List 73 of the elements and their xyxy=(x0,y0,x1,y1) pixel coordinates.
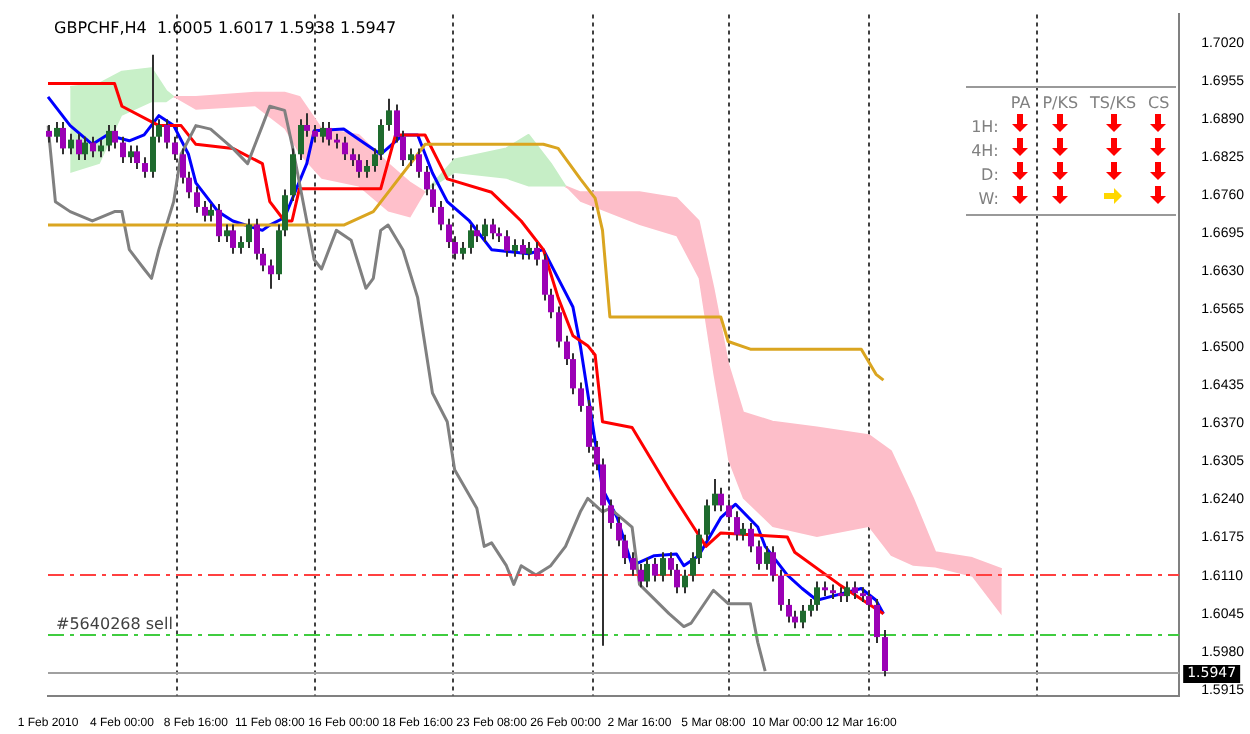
candlestick xyxy=(82,135,88,162)
annotation: TS/KS xyxy=(1088,92,1139,115)
candlestick xyxy=(644,557,650,589)
candlestick xyxy=(54,121,60,144)
candlestick xyxy=(712,478,718,513)
candlestick xyxy=(438,200,444,232)
annotation: PA xyxy=(1008,92,1033,115)
candlestick xyxy=(800,603,806,630)
candlestick xyxy=(68,132,74,156)
candlestick xyxy=(164,118,170,150)
candlestick xyxy=(202,200,208,223)
candlestick xyxy=(134,144,140,170)
annotation: W: xyxy=(976,187,1001,211)
candlestick xyxy=(764,545,770,571)
candlestick xyxy=(230,223,236,255)
candlestick xyxy=(534,241,540,267)
candlestick xyxy=(704,498,710,542)
candlestick xyxy=(778,568,784,612)
candlestick xyxy=(112,124,118,150)
candlestick xyxy=(468,223,474,255)
candlestick xyxy=(578,381,584,413)
annotation: 1H: xyxy=(969,115,1001,139)
annotation: CS xyxy=(1146,92,1172,115)
candlestick xyxy=(520,238,526,261)
candlestick xyxy=(482,217,488,244)
candlestick xyxy=(756,539,762,571)
candlestick xyxy=(76,132,82,162)
candlestick xyxy=(416,147,422,179)
candlestick xyxy=(556,305,562,349)
candlestick xyxy=(356,153,362,179)
candlestick xyxy=(786,598,792,624)
annotation: 4H: xyxy=(969,139,1001,163)
candlestick xyxy=(770,545,776,583)
candlestick xyxy=(608,498,614,530)
candlestick xyxy=(814,580,820,612)
candlestick xyxy=(638,562,644,589)
candlestick xyxy=(386,97,392,132)
candlestick xyxy=(866,589,872,612)
candlestick xyxy=(748,521,754,554)
candlestick xyxy=(342,135,348,162)
candlestick xyxy=(90,135,96,159)
candlestick xyxy=(718,486,724,513)
candlestick xyxy=(726,498,732,524)
candlestick xyxy=(882,629,888,678)
candlestick xyxy=(504,229,510,258)
candlestick xyxy=(268,258,274,290)
candlestick xyxy=(652,557,658,583)
annotation: D: xyxy=(979,163,1001,187)
chart-title: GBPCHF,H4 1.6005 1.6017 1.5938 1.5947 xyxy=(54,18,397,37)
candlestick xyxy=(120,135,126,165)
candlestick xyxy=(194,185,200,214)
candlestick xyxy=(320,121,326,144)
candlestick xyxy=(734,510,740,542)
candlestick xyxy=(630,551,636,577)
candlestick xyxy=(298,118,304,162)
candlestick xyxy=(150,53,156,179)
candlestick xyxy=(660,551,666,583)
candlestick xyxy=(60,121,66,156)
candlestick xyxy=(246,217,252,249)
annotation: P/KS xyxy=(1040,92,1081,115)
candlestick xyxy=(216,203,222,244)
ref-line-label: #5640268 sell xyxy=(56,615,173,634)
candlestick xyxy=(106,124,112,153)
candlestick xyxy=(490,217,496,241)
candlestick xyxy=(682,568,688,595)
candlestick xyxy=(844,580,850,603)
candlestick xyxy=(874,598,880,644)
candlestick xyxy=(304,112,310,138)
candlestick xyxy=(586,399,592,454)
candlestick xyxy=(326,121,332,147)
candlestick xyxy=(142,156,148,179)
candlestick xyxy=(290,147,296,203)
candlestick xyxy=(172,135,178,162)
